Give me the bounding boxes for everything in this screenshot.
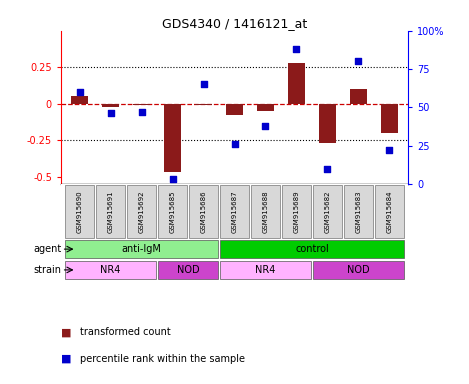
Bar <box>350 89 367 104</box>
Text: GSM915685: GSM915685 <box>169 190 175 233</box>
Text: anti-IgM: anti-IgM <box>121 244 161 254</box>
FancyBboxPatch shape <box>344 185 373 238</box>
FancyBboxPatch shape <box>219 185 250 238</box>
Text: control: control <box>295 244 329 254</box>
Bar <box>133 104 150 105</box>
FancyBboxPatch shape <box>127 185 156 238</box>
Text: GSM915684: GSM915684 <box>386 190 393 233</box>
Point <box>324 166 331 172</box>
Text: GSM915687: GSM915687 <box>232 190 237 233</box>
Point <box>355 58 362 65</box>
Bar <box>381 104 398 133</box>
Text: GSM915682: GSM915682 <box>325 190 331 233</box>
FancyBboxPatch shape <box>65 240 219 258</box>
Text: ■: ■ <box>61 327 71 337</box>
Text: GSM915690: GSM915690 <box>76 190 83 233</box>
Point <box>107 111 114 117</box>
FancyBboxPatch shape <box>189 185 219 238</box>
Text: percentile rank within the sample: percentile rank within the sample <box>80 354 245 364</box>
Text: GSM915686: GSM915686 <box>201 190 206 233</box>
FancyBboxPatch shape <box>250 185 280 238</box>
Text: NR4: NR4 <box>100 265 121 275</box>
Point <box>76 89 83 95</box>
FancyBboxPatch shape <box>65 261 156 279</box>
Point <box>200 81 207 88</box>
Text: NOD: NOD <box>347 265 370 275</box>
Point <box>231 141 238 147</box>
FancyBboxPatch shape <box>312 261 404 279</box>
Bar <box>288 63 305 104</box>
Bar <box>257 104 274 111</box>
Point <box>293 46 300 52</box>
FancyBboxPatch shape <box>219 240 404 258</box>
Bar <box>226 104 243 115</box>
FancyBboxPatch shape <box>96 185 125 238</box>
Bar <box>71 96 88 104</box>
Text: GSM915688: GSM915688 <box>263 190 268 233</box>
FancyBboxPatch shape <box>158 261 219 279</box>
Text: ■: ■ <box>61 354 71 364</box>
Bar <box>319 104 336 143</box>
FancyBboxPatch shape <box>281 185 311 238</box>
Text: agent: agent <box>33 244 61 254</box>
Bar <box>195 104 212 105</box>
FancyBboxPatch shape <box>219 261 311 279</box>
Text: GSM915689: GSM915689 <box>294 190 300 233</box>
FancyBboxPatch shape <box>375 185 404 238</box>
Text: GSM915691: GSM915691 <box>107 190 113 233</box>
Point <box>138 109 145 115</box>
Bar <box>102 104 119 107</box>
FancyBboxPatch shape <box>65 185 94 238</box>
Point <box>169 176 176 182</box>
Bar <box>164 104 181 172</box>
Text: GSM915692: GSM915692 <box>138 190 144 233</box>
Title: GDS4340 / 1416121_at: GDS4340 / 1416121_at <box>162 17 307 30</box>
FancyBboxPatch shape <box>312 185 342 238</box>
Text: GSM915683: GSM915683 <box>356 190 362 233</box>
Point <box>386 147 393 153</box>
Text: NOD: NOD <box>177 265 199 275</box>
Text: strain: strain <box>34 265 61 275</box>
Text: NR4: NR4 <box>255 265 276 275</box>
FancyBboxPatch shape <box>158 185 188 238</box>
Text: transformed count: transformed count <box>80 327 170 337</box>
Point <box>262 122 269 129</box>
